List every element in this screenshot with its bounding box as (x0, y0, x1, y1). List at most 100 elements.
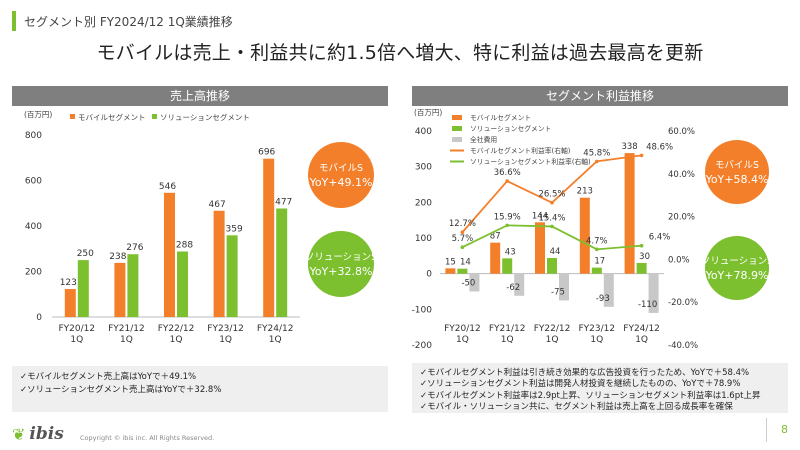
profit-data-label-company: -75 (551, 287, 565, 297)
profit-x-tick: FY22/12 (534, 324, 571, 334)
sales-legend-swatch-solution (152, 114, 157, 119)
profit-point-mobile-margin (639, 153, 644, 158)
profit-y2-tick: 60.0% (668, 127, 695, 137)
profit-data-label-solution: 43 (505, 247, 516, 257)
profit-legend-swatch (452, 115, 462, 120)
sales-summary-line: ✓ソリューションセグメント売上高はYoYで＋32.8% (20, 385, 222, 396)
sales-callout-mobile-label: モバイルS (319, 163, 363, 174)
sales-unit-label: (百万円) (24, 110, 52, 119)
page-number: 8 (766, 418, 788, 442)
profit-x-tick: 1Q (501, 335, 514, 345)
profit-margin-label-solution: 4.7% (586, 236, 608, 246)
sales-data-label-solution: 477 (275, 197, 292, 207)
profit-bar-company (648, 273, 659, 313)
sales-y-tick: 400 (25, 222, 42, 232)
profit-data-label-solution: 30 (639, 252, 650, 262)
profit-y-tick: -100 (412, 305, 433, 315)
page-header: セグメント別 FY2024/12 1Q業績推移 (12, 10, 233, 32)
sales-data-label-mobile: 123 (60, 278, 77, 288)
profit-margin-label-mobile: 12.7% (449, 219, 476, 229)
profit-callout-mobile-circle (705, 140, 769, 204)
profit-bar-company (559, 273, 569, 301)
sales-bar-mobile (263, 158, 275, 317)
profit-margin-label-mobile: 26.5% (538, 190, 565, 200)
profit-y-tick: 100 (415, 234, 432, 244)
profit-data-label-company: -93 (596, 294, 610, 304)
profit-data-label-company: -50 (461, 279, 475, 289)
profit-summary-line: ✓ソリューションセグメント利益は開発人材投資を継続したものの、YoYで＋78.9… (420, 379, 741, 390)
leaf-icon: ❦ (12, 424, 26, 444)
sales-x-tick: 1Q (120, 335, 133, 345)
profit-bar-mobile (535, 222, 545, 274)
profit-x-tick: FY24/12 (623, 324, 660, 334)
profit-legend-swatch (452, 126, 462, 131)
profit-point-solution-margin (639, 243, 644, 248)
profit-callout-mobile-value: YoY+58.4% (705, 173, 769, 186)
sales-x-tick: FY21/12 (108, 324, 145, 334)
sales-data-label-solution: 359 (226, 224, 243, 234)
sales-y-tick: 600 (25, 177, 42, 187)
sales-legend-mobile: モバイルセグメント (78, 112, 146, 122)
profit-data-label-mobile: 15 (445, 257, 456, 267)
profit-summary-box: ✓モバイルセグメント利益は引き続き効果的な広告投資を行ったため、YoYで＋58.… (412, 363, 788, 413)
sales-callout-solution-circle (308, 231, 374, 297)
profit-x-tick: FY20/12 (444, 324, 481, 334)
profit-margin-label-solution: 15.9% (494, 212, 521, 222)
sales-data-label-solution: 288 (176, 240, 193, 250)
profit-point-mobile-margin (460, 230, 465, 235)
sales-x-tick: FY24/12 (257, 324, 294, 334)
profit-data-label-mobile: 213 (577, 187, 593, 197)
profit-x-tick: 1Q (546, 335, 559, 345)
sales-x-tick: 1Q (170, 335, 183, 345)
company-logo: ❦ ibis (12, 424, 64, 444)
sales-x-tick: FY23/12 (207, 324, 244, 334)
profit-y-tick: 0 (426, 270, 432, 280)
profit-legend-label: モバイルセグメント利益率(右軸) (470, 146, 571, 155)
sales-callout-mobile-circle (308, 142, 374, 208)
profit-bar-solution (547, 257, 557, 274)
sales-callout-mobile-value: YoY+49.1% (309, 176, 373, 189)
profit-bar-solution (591, 267, 602, 274)
sales-x-tick: FY20/12 (58, 324, 95, 334)
header-accent-bar (12, 11, 16, 31)
profit-callout-solution-circle (705, 236, 769, 300)
sales-data-label-mobile: 546 (159, 182, 176, 192)
sales-bar-solution (177, 251, 188, 317)
sales-callout-solution-value: YoY+32.8% (309, 265, 373, 278)
profit-bar-company (603, 273, 614, 307)
profit-point-mobile-margin (505, 179, 510, 183)
sales-legend-solution: ソリューションセグメント (160, 112, 250, 122)
profit-y2-tick: -40.0% (668, 341, 698, 351)
profit-data-label-company: -62 (506, 283, 520, 293)
profit-legend-label: ソリューションセグメント (470, 124, 551, 133)
profit-summary-line: ✓モバイルセグメント利益率は2.9pt上昇、ソリューションセグメント利益率は1.… (420, 390, 761, 401)
sales-y-tick: 200 (25, 268, 42, 278)
profit-callout-solution-label: ソリューションS (701, 256, 773, 267)
profit-legend-swatch (452, 137, 462, 142)
logo-text: ibis (29, 424, 64, 444)
profit-summary-line: ✓モバイルセグメント利益は引き続き効果的な広告投資を行ったため、YoYで＋58.… (420, 368, 750, 378)
profit-y2-tick: -20.0% (668, 298, 698, 308)
profit-point-solution-margin (550, 224, 554, 229)
profit-point-solution-margin (505, 223, 510, 228)
sales-bar-mobile (64, 289, 76, 317)
copyright: Copyright © ibis inc. All Rights Reserve… (80, 434, 215, 442)
profit-callout-solution-value: YoY+78.9% (705, 269, 769, 282)
profit-y-tick: 200 (415, 198, 432, 208)
profit-bar-company (469, 273, 480, 292)
headline: モバイルは売上・利益共に約1.5倍へ増大、特に利益は過去最高を更新 (96, 42, 704, 64)
profit-x-tick: 1Q (635, 335, 648, 345)
profit-point-mobile-margin (550, 200, 554, 205)
profit-margin-label-mobile: 48.6% (646, 142, 673, 152)
profit-legend-label: ソリューションセグメント利益率(右軸) (470, 157, 591, 166)
sales-bar-mobile (164, 192, 175, 317)
profit-callout-mobile-label: モバイルS (715, 160, 759, 171)
profit-data-label-mobile: 338 (621, 142, 637, 152)
profit-data-label-mobile: 144 (532, 211, 548, 221)
profit-margin-label-solution: 5.7% (452, 234, 474, 244)
profit-data-label-solution: 44 (550, 247, 561, 257)
profit-point-solution-margin (460, 245, 465, 250)
sales-bar-solution (226, 235, 238, 317)
profit-y-tick: 300 (415, 163, 432, 173)
